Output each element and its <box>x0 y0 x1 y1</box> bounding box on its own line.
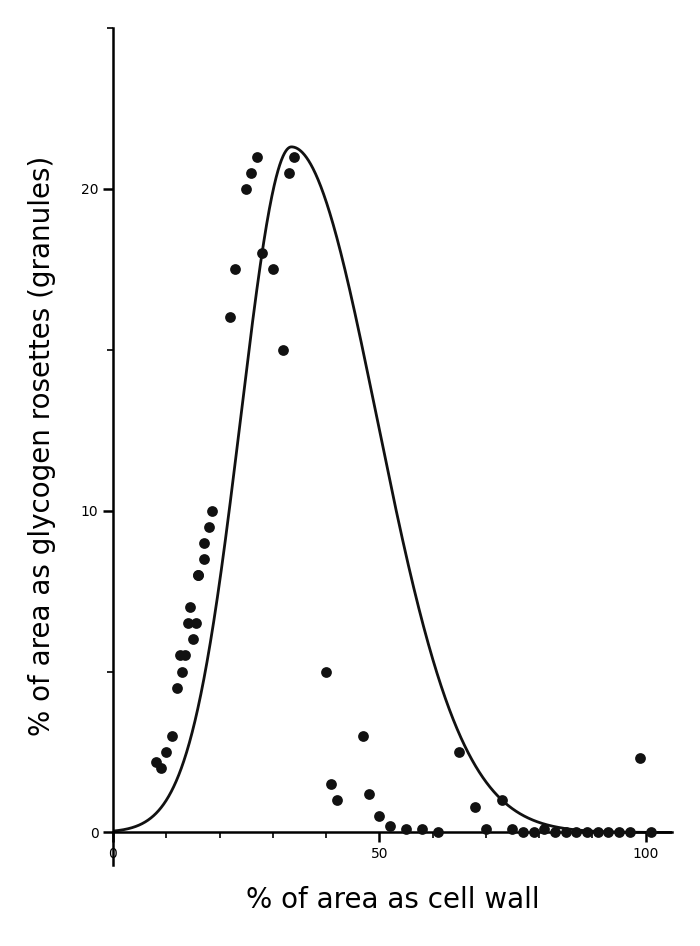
Point <box>454 745 465 760</box>
Point <box>190 616 201 631</box>
Point <box>193 568 204 583</box>
Point <box>251 149 262 164</box>
Point <box>539 822 550 837</box>
Point <box>288 149 300 164</box>
Point <box>582 825 593 840</box>
Point <box>645 825 657 840</box>
Point <box>528 825 539 840</box>
Point <box>150 754 161 769</box>
Point <box>517 825 528 840</box>
Point <box>278 342 289 358</box>
Point <box>267 262 279 277</box>
Point <box>246 165 257 180</box>
Point <box>182 616 193 631</box>
Point <box>203 519 214 534</box>
Point <box>400 822 412 837</box>
Point <box>198 552 209 567</box>
Point <box>613 825 624 840</box>
Point <box>155 761 167 776</box>
Point <box>174 648 186 663</box>
Point <box>331 793 342 808</box>
Point <box>624 825 635 840</box>
Point <box>188 632 199 647</box>
Point <box>225 310 236 325</box>
Point <box>363 786 374 801</box>
Point <box>241 181 252 196</box>
Y-axis label: % of area as glycogen rosettes (granules): % of area as glycogen rosettes (granules… <box>28 156 56 736</box>
Point <box>160 745 172 760</box>
Point <box>326 777 337 792</box>
Point <box>193 568 204 583</box>
Point <box>179 648 190 663</box>
Point <box>358 728 369 744</box>
Point <box>416 822 428 837</box>
Point <box>507 822 518 837</box>
Point <box>433 825 444 840</box>
Point <box>570 825 582 840</box>
Point <box>230 262 241 277</box>
Point <box>283 165 294 180</box>
Point <box>496 793 507 808</box>
Point <box>550 825 561 840</box>
Point <box>374 809 385 824</box>
X-axis label: % of area as cell wall: % of area as cell wall <box>246 886 540 914</box>
Point <box>560 825 571 840</box>
Point <box>592 825 603 840</box>
Point <box>635 751 646 766</box>
Point <box>166 728 177 744</box>
Point <box>603 825 614 840</box>
Point <box>256 246 267 261</box>
Point <box>172 680 183 695</box>
Point <box>198 535 209 551</box>
Point <box>206 503 217 518</box>
Point <box>384 818 395 833</box>
Point <box>480 822 491 837</box>
Point <box>321 664 332 679</box>
Point <box>470 799 481 815</box>
Point <box>176 664 188 679</box>
Point <box>185 600 196 615</box>
